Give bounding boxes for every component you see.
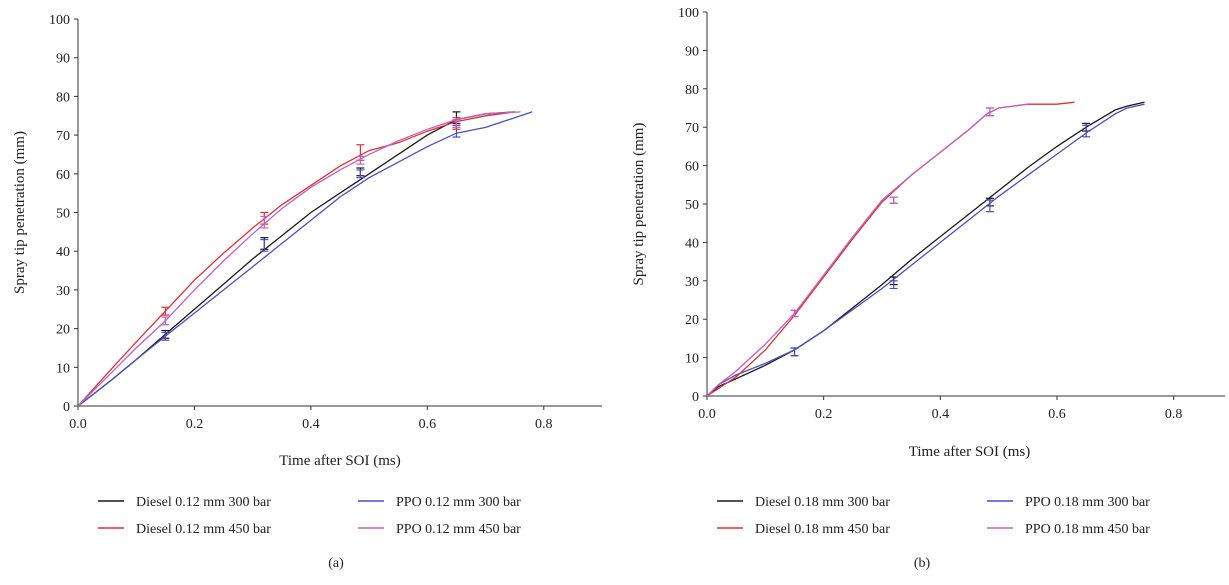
y-tick-label: 30 [685,275,699,290]
panel-label: (a) [328,556,344,571]
x-tick-label: 0.2 [186,417,204,432]
x-tick-label: 0.6 [419,417,437,432]
y-tick-label: 100 [49,13,70,28]
legend-entry: PPO 0.18 mm 300 bar [1025,495,1150,510]
y-tick-label: 90 [685,44,699,59]
series-line [77,111,515,407]
x-tick-label: 0.2 [815,407,833,422]
y-tick-label: 60 [685,160,699,175]
x-tick-label: 0.4 [932,407,950,422]
y-tick-label: 50 [685,198,699,213]
legend-entry: Diesel 0.12 mm 450 bar [136,522,271,537]
y-axis-title: Spray tip penetration (mm) [631,123,647,286]
y-tick-label: 20 [56,323,70,338]
y-tick-label: 60 [56,168,70,183]
series-line [706,101,1145,397]
y-tick-label: 40 [56,245,70,260]
x-tick-label: 0.6 [1048,407,1066,422]
series-line [706,103,1145,397]
series-line [706,101,1075,397]
series-line [77,111,515,407]
x-tick-label: 0.0 [69,417,87,432]
chart-panel-a: 0 10 20 30 40 50 60 70 80 90 100 0.0 0.2 0.4 0.6 0.8 Tim… [12,13,602,571]
y-tick-label: 70 [685,121,699,136]
y-tick-label: 40 [685,236,699,251]
y-tick-label: 30 [56,284,70,299]
y-tick-label: 10 [685,352,699,367]
y-tick-label: 0 [692,390,699,405]
legend-entry: Diesel 0.18 mm 450 bar [755,522,890,537]
y-tick-label: 100 [678,6,699,21]
y-tick-label: 80 [685,83,699,98]
chart-panel-b: 0 10 20 30 40 50 60 70 80 90 100 0.0 0.2 0.4 0.6 0.8 Tim… [631,6,1225,571]
legend-entry: PPO 0.18 mm 450 bar [1025,522,1150,537]
x-tick-label: 0.4 [302,417,320,432]
y-tick-label: 20 [685,313,699,328]
legend-entry: PPO 0.12 mm 300 bar [396,495,521,510]
x-axis-title: Time after SOI (ms) [279,453,401,469]
x-tick-label: 0.0 [698,407,716,422]
x-tick-label: 0.8 [1165,407,1183,422]
y-tick-label: 50 [56,207,70,222]
y-tick-label: 0 [63,400,70,415]
series-line [706,103,1028,397]
x-axis-title: Time after SOI (ms) [909,444,1031,460]
legend-entry: Diesel 0.18 mm 300 bar [755,495,890,510]
series-line [77,111,533,407]
series-line [77,111,521,407]
x-tick-label: 0.8 [535,417,553,432]
y-tick-label: 10 [56,361,70,376]
panel-label: (b) [914,556,931,571]
y-tick-label: 90 [56,52,70,67]
legend-entry: PPO 0.12 mm 450 bar [396,522,521,537]
y-tick-label: 80 [56,90,70,105]
y-axis-title: Spray tip penetration (mm) [12,131,28,294]
y-tick-label: 70 [56,129,70,144]
legend-entry: Diesel 0.12 mm 300 bar [136,495,271,510]
